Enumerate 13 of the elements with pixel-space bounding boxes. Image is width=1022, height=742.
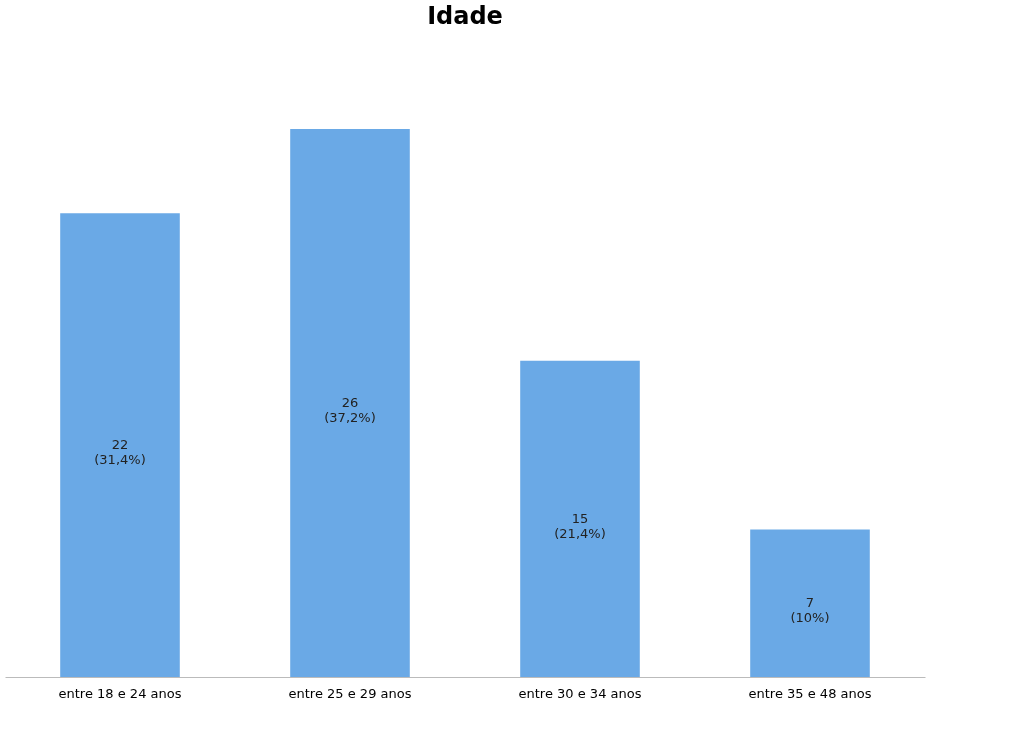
data-label: 22 (31,4%) <box>94 437 146 468</box>
x-tick-label: entre 25 e 29 anos <box>288 685 412 701</box>
x-tick-label: entre 35 e 48 anos <box>748 685 872 701</box>
data-label: 7 (10%) <box>790 595 830 626</box>
bar <box>750 529 870 677</box>
bar <box>60 213 180 677</box>
bar <box>520 360 640 677</box>
x-tick-label: entre 18 e 24 anos <box>58 685 182 701</box>
chart-title: Idade <box>427 2 503 30</box>
bar <box>290 129 410 677</box>
x-tick-label: entre 30 e 34 anos <box>518 685 642 701</box>
data-label: 15 (21,4%) <box>554 510 606 541</box>
data-label: 26 (37,2%) <box>324 395 376 425</box>
